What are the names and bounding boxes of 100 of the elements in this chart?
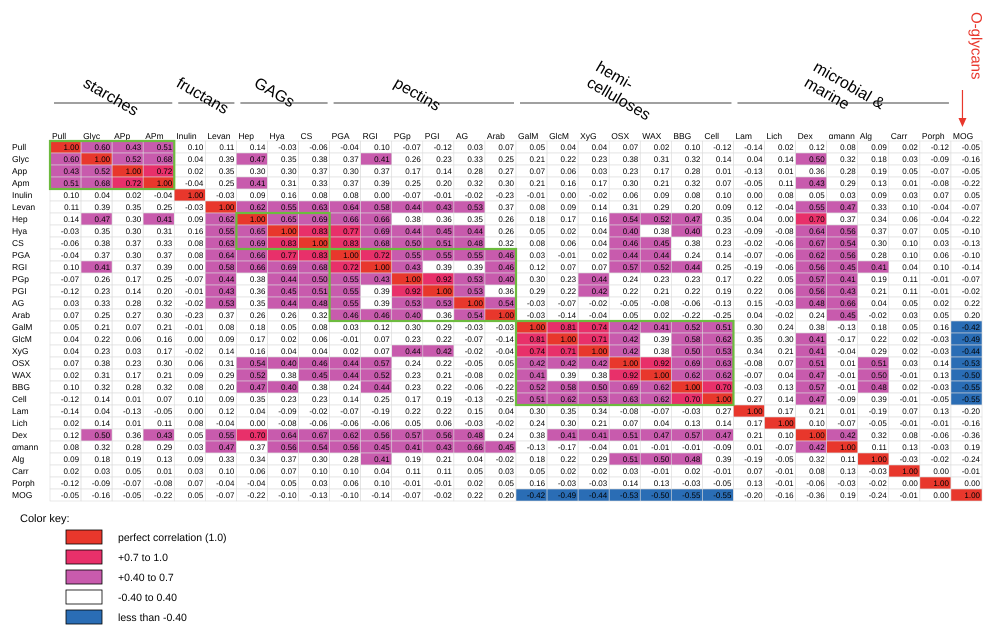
data-label: 0.04 bbox=[592, 227, 608, 236]
data-label: -0.08 bbox=[154, 479, 173, 488]
data-label: 0.36 bbox=[126, 431, 142, 440]
data-label: 0.14 bbox=[218, 347, 235, 356]
data-label: 0.12 bbox=[218, 407, 235, 416]
data-label: 0.09 bbox=[716, 203, 732, 212]
data-label: -0.01 bbox=[185, 323, 204, 332]
data-label: 0.51 bbox=[63, 179, 80, 188]
data-label: 0.62 bbox=[218, 215, 235, 224]
data-label: 0.44 bbox=[405, 347, 422, 356]
data-label: 0.39 bbox=[871, 395, 888, 404]
data-label: 0.14 bbox=[343, 395, 360, 404]
data-label: 0.62 bbox=[654, 395, 670, 404]
data-label: 0.00 bbox=[746, 191, 764, 200]
data-label: 0.07 bbox=[529, 167, 546, 176]
data-label: 0.52 bbox=[684, 323, 701, 332]
data-label: 0.22 bbox=[746, 275, 764, 284]
data-label: 0.69 bbox=[622, 383, 639, 392]
data-label: 0.39 bbox=[218, 155, 235, 164]
data-label: 0.29 bbox=[592, 455, 608, 464]
data-label: 0.06 bbox=[560, 167, 577, 176]
data-label: 0.43 bbox=[63, 167, 80, 176]
data-label: 0.11 bbox=[902, 275, 918, 284]
data-label: 0.01 bbox=[126, 395, 142, 404]
data-label: 0.06 bbox=[188, 359, 204, 368]
data-label: 0.40 bbox=[622, 227, 639, 236]
data-label: 0.56 bbox=[280, 443, 298, 452]
data-label: 0.22 bbox=[684, 287, 701, 296]
data-label: 0.28 bbox=[126, 443, 142, 452]
data-label: -0.02 bbox=[496, 419, 515, 428]
data-label: 0.63 bbox=[218, 239, 235, 248]
data-label: -0.23 bbox=[496, 191, 515, 200]
data-label: -0.06 bbox=[309, 419, 328, 428]
data-label: -0.05 bbox=[962, 167, 981, 176]
data-label: 0.10 bbox=[902, 251, 918, 260]
data-label: 0.16 bbox=[250, 347, 266, 356]
data-label: 0.07 bbox=[188, 479, 204, 488]
data-label: 0.25 bbox=[156, 203, 173, 212]
data-label: -0.05 bbox=[154, 407, 173, 416]
data-label: 0.48 bbox=[871, 383, 888, 392]
data-label: 0.44 bbox=[622, 251, 639, 260]
data-label: 0.81 bbox=[560, 323, 577, 332]
data-label: 0.14 bbox=[716, 419, 732, 428]
data-label: 0.10 bbox=[809, 419, 826, 428]
data-label: 0.37 bbox=[343, 179, 360, 188]
data-label: 1.00 bbox=[218, 203, 235, 212]
data-label: 0.20 bbox=[156, 287, 173, 296]
data-label: 0.06 bbox=[126, 335, 142, 344]
data-label: 0.00 bbox=[188, 335, 204, 344]
data-label: 0.42 bbox=[592, 359, 608, 368]
data-label: 0.77 bbox=[280, 251, 298, 260]
data-label: 1.00 bbox=[529, 323, 546, 332]
data-label: 1.00 bbox=[684, 383, 701, 392]
data-label: 0.68 bbox=[312, 263, 328, 272]
data-label: -0.50 bbox=[651, 491, 670, 500]
data-label: 1.00 bbox=[94, 155, 111, 164]
data-label: 0.30 bbox=[405, 323, 422, 332]
data-label: -0.03 bbox=[60, 227, 80, 236]
data-label: 0.46 bbox=[498, 251, 515, 260]
data-label: 0.38 bbox=[280, 371, 298, 380]
data-label: 0.37 bbox=[94, 251, 111, 260]
data-label: 0.66 bbox=[840, 299, 856, 308]
data-label: 0.13 bbox=[654, 479, 670, 488]
data-label: -0.13 bbox=[838, 323, 856, 332]
data-label: 0.25 bbox=[716, 263, 732, 272]
data-label: 0.09 bbox=[250, 191, 266, 200]
data-label: 1.00 bbox=[436, 287, 452, 296]
data-label: 0.18 bbox=[94, 455, 111, 464]
data-label: 0.41 bbox=[809, 335, 826, 344]
data-label: 0.13 bbox=[156, 455, 173, 464]
data-label: 0.47 bbox=[840, 203, 856, 212]
data-label: 0.07 bbox=[933, 191, 950, 200]
data-label: 0.71 bbox=[592, 335, 608, 344]
data-label: -0.20 bbox=[962, 407, 981, 416]
data-label: 0.08 bbox=[529, 203, 546, 212]
data-label: 0.25 bbox=[405, 179, 422, 188]
data-label: 0.25 bbox=[498, 155, 515, 164]
data-label: 0.44 bbox=[374, 383, 390, 392]
data-label: -0.07 bbox=[962, 275, 981, 284]
data-label: 0.05 bbox=[622, 311, 639, 320]
data-label: -0.02 bbox=[434, 491, 452, 500]
data-label: -0.16 bbox=[775, 491, 794, 500]
data-label: 0.32 bbox=[498, 239, 515, 248]
data-label: 0.36 bbox=[250, 287, 266, 296]
data-label: 0.41 bbox=[871, 263, 888, 272]
data-label: 0.08 bbox=[343, 191, 360, 200]
data-label: 0.35 bbox=[218, 167, 235, 176]
x-tick-label: RGI bbox=[362, 131, 378, 141]
data-label: -0.06 bbox=[682, 299, 701, 308]
data-label: 0.32 bbox=[809, 455, 826, 464]
data-label: 0.04 bbox=[592, 143, 608, 152]
data-label: 0.06 bbox=[902, 215, 918, 224]
data-label: 0.21 bbox=[94, 323, 111, 332]
data-label: -0.06 bbox=[930, 431, 950, 440]
data-label: 0.68 bbox=[94, 179, 111, 188]
y-tick-label: OSX bbox=[12, 358, 30, 368]
data-label: 0.38 bbox=[529, 431, 546, 440]
data-label: 0.17 bbox=[654, 167, 670, 176]
data-label: 0.03 bbox=[902, 311, 918, 320]
data-label: 0.04 bbox=[746, 215, 764, 224]
